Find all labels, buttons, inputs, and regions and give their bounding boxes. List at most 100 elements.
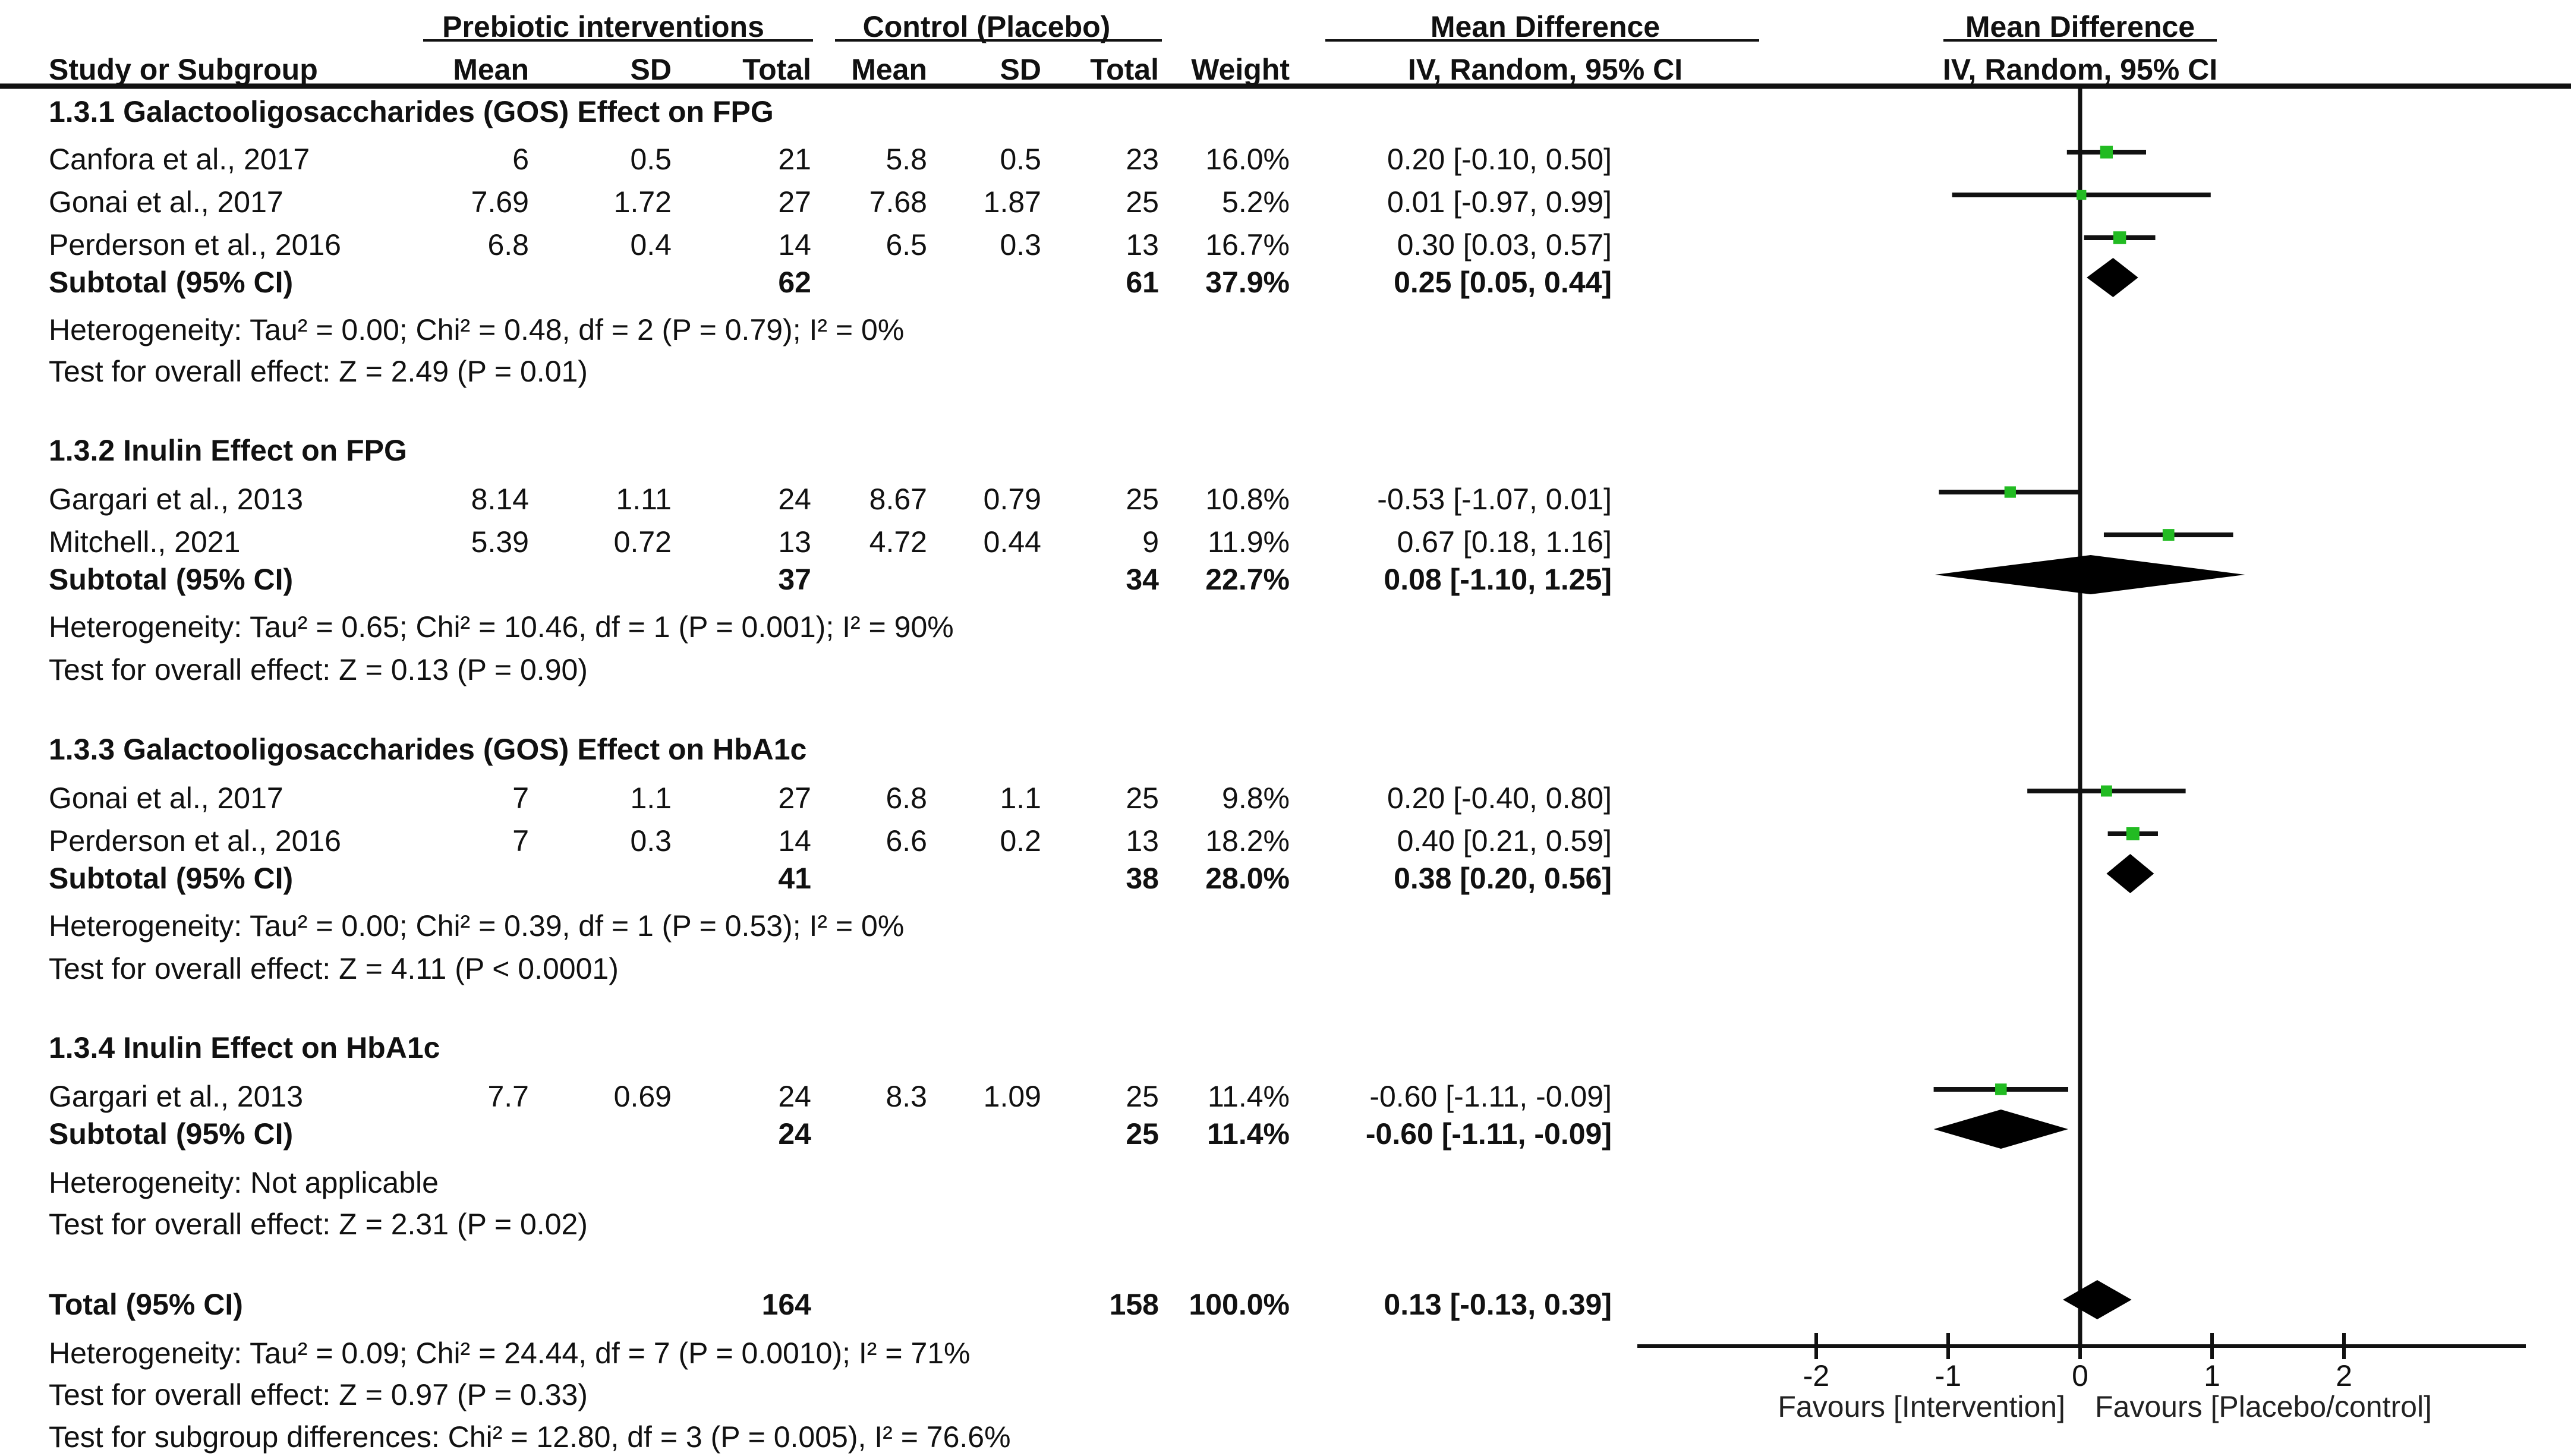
study-sd-intervention: 0.4	[630, 228, 672, 261]
study-sd-control: 1.1	[1000, 781, 1041, 815]
study-total-control: 25	[1126, 1080, 1159, 1113]
overall-effect-text: Test for overall effect: Z = 2.31 (P = 0…	[49, 1208, 588, 1241]
study-mean-intervention: 6.8	[487, 228, 529, 261]
subtotal-label: Subtotal (95% CI)	[49, 862, 294, 895]
header-sd-1: SD	[630, 53, 672, 86]
total-diamond	[2063, 1280, 2132, 1319]
favours-intervention-label: Favours [Intervention]	[1778, 1390, 2065, 1423]
total-label: Total (95% CI)	[49, 1288, 243, 1321]
header-study: Study or Subgroup	[49, 53, 318, 86]
study-total-control: 23	[1126, 143, 1159, 176]
header-mean-1: Mean	[453, 53, 529, 86]
total-heterogeneity-text: Heterogeneity: Tau² = 0.09; Chi² = 24.44…	[49, 1337, 971, 1370]
header-sd-2: SD	[1000, 53, 1041, 86]
study-sd-intervention: 1.1	[630, 781, 672, 815]
header-group-control: Control (Placebo)	[862, 10, 1111, 43]
subgroup-title: 1.3.3 Galactooligosaccharides (GOS) Effe…	[49, 733, 807, 766]
subtotal-diamond	[2106, 854, 2154, 893]
study-weight: 9.8%	[1222, 781, 1290, 815]
study-marker	[2100, 785, 2112, 797]
study-name: Gargari et al., 2013	[49, 1080, 304, 1113]
study-name: Gargari et al., 2013	[49, 483, 304, 516]
subtotal-md-ci: 0.25 [0.05, 0.44]	[1394, 266, 1612, 299]
total-weight: 100.0%	[1189, 1288, 1290, 1321]
study-mean-intervention: 7.69	[471, 185, 529, 219]
x-tick-label: -2	[1803, 1359, 1829, 1392]
study-sd-control: 0.44	[983, 525, 1041, 559]
study-name: Gonai et al., 2017	[49, 185, 283, 219]
subtotal-total-intervention: 37	[778, 563, 811, 596]
study-sd-control: 0.3	[1000, 228, 1041, 261]
study-total-intervention: 14	[778, 824, 811, 858]
x-tick-label: 1	[2204, 1359, 2220, 1392]
subtotal-diamond	[1933, 1110, 2069, 1149]
study-sd-control: 1.09	[983, 1080, 1041, 1113]
study-weight: 11.4%	[1207, 1080, 1290, 1113]
study-total-control: 25	[1126, 483, 1159, 516]
study-md-ci: 0.30 [0.03, 0.57]	[1397, 228, 1612, 261]
study-name: Canfora et al., 2017	[49, 143, 310, 176]
study-mean-control: 7.68	[869, 185, 927, 219]
study-md-ci: 0.01 [-0.97, 0.99]	[1387, 185, 1612, 219]
subtotal-md-ci: 0.38 [0.20, 0.56]	[1394, 862, 1612, 895]
total-md-ci: 0.13 [-0.13, 0.39]	[1384, 1288, 1612, 1321]
study-total-control: 25	[1126, 185, 1159, 219]
study-weight: 16.7%	[1205, 228, 1290, 261]
study-mean-control: 8.3	[886, 1080, 927, 1113]
subtotal-label: Subtotal (95% CI)	[49, 1117, 294, 1151]
study-md-ci: 0.67 [0.18, 1.16]	[1397, 525, 1612, 559]
heterogeneity-text: Heterogeneity: Tau² = 0.65; Chi² = 10.46…	[49, 610, 954, 644]
study-total-intervention: 24	[778, 483, 811, 516]
study-mean-control: 6.6	[886, 824, 927, 858]
study-sd-intervention: 0.3	[630, 824, 672, 858]
study-total-intervention: 27	[778, 185, 811, 219]
study-total-intervention: 13	[778, 525, 811, 559]
overall-effect-text: Test for overall effect: Z = 4.11 (P < 0…	[49, 952, 619, 985]
study-mean-intervention: 7.7	[487, 1080, 529, 1113]
study-marker	[2126, 827, 2140, 840]
study-marker	[2113, 231, 2126, 244]
study-total-intervention: 24	[778, 1080, 811, 1113]
study-md-ci: -0.60 [-1.11, -0.09]	[1369, 1080, 1612, 1113]
subtotal-md-ci: 0.08 [-1.10, 1.25]	[1384, 563, 1612, 596]
study-marker	[2077, 190, 2087, 200]
x-tick-label: 0	[2072, 1359, 2088, 1392]
study-mean-control: 5.8	[886, 143, 927, 176]
subtotal-weight: 37.9%	[1205, 266, 1290, 299]
study-mean-control: 6.5	[886, 228, 927, 261]
heterogeneity-text: Heterogeneity: Tau² = 0.00; Chi² = 0.48,…	[49, 313, 905, 346]
subtotal-total-intervention: 24	[778, 1117, 811, 1151]
study-total-intervention: 27	[778, 781, 811, 815]
subtotal-diamond	[1934, 555, 2245, 594]
subtotal-label: Subtotal (95% CI)	[49, 266, 294, 299]
subtotal-weight: 22.7%	[1205, 563, 1290, 596]
header-md-method: IV, Random, 95% CI	[1407, 53, 1683, 86]
subgroup-title: 1.3.4 Inulin Effect on HbA1c	[49, 1031, 440, 1064]
study-total-control: 25	[1126, 781, 1159, 815]
header-weight: Weight	[1191, 53, 1290, 86]
subtotal-label: Subtotal (95% CI)	[49, 563, 294, 596]
study-weight: 16.0%	[1205, 143, 1290, 176]
study-md-ci: -0.53 [-1.07, 0.01]	[1377, 483, 1612, 516]
subtotal-total-control: 25	[1126, 1117, 1159, 1151]
subgroup-differences-text: Test for subgroup differences: Chi² = 12…	[49, 1420, 1011, 1454]
study-total-control: 13	[1126, 824, 1159, 858]
header-total-1: Total	[742, 53, 811, 86]
header-mean-2: Mean	[851, 53, 927, 86]
study-weight: 5.2%	[1222, 185, 1290, 219]
study-sd-intervention: 1.72	[613, 185, 672, 219]
study-marker	[2100, 146, 2113, 159]
header-group-intervention: Prebiotic interventions	[442, 10, 764, 43]
study-marker	[2004, 486, 2016, 498]
study-name: Mitchell., 2021	[49, 525, 241, 559]
study-mean-intervention: 8.14	[471, 483, 529, 516]
header-plot-method: IV, Random, 95% CI	[1942, 53, 2218, 86]
study-total-control: 9	[1142, 525, 1159, 559]
subtotal-total-control: 61	[1126, 266, 1159, 299]
study-sd-intervention: 1.11	[616, 483, 672, 516]
overall-effect-text: Test for overall effect: Z = 2.49 (P = 0…	[49, 355, 588, 388]
study-total-control: 13	[1126, 228, 1159, 261]
